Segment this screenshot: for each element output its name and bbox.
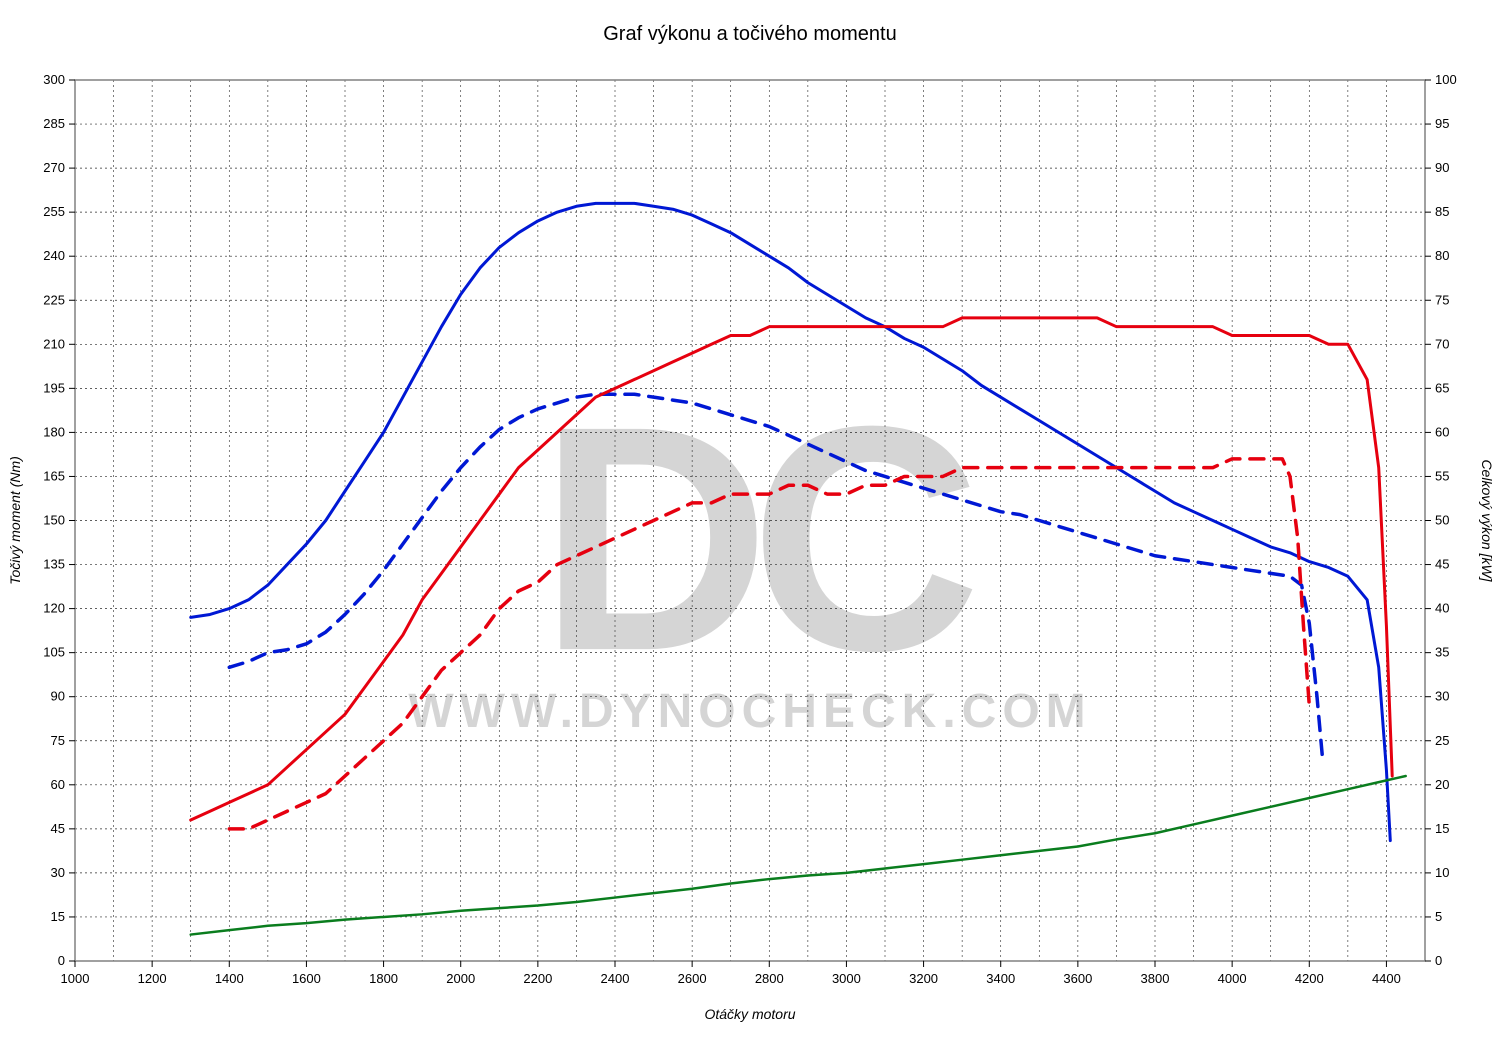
y-right-tick-label: 80 bbox=[1435, 248, 1449, 263]
y-right-tick-label: 50 bbox=[1435, 513, 1449, 528]
y-right-tick-label: 45 bbox=[1435, 557, 1449, 572]
x-tick-label: 2600 bbox=[678, 971, 707, 986]
y-left-tick-label: 120 bbox=[43, 601, 65, 616]
y-left-tick-label: 150 bbox=[43, 513, 65, 528]
y-left-tick-label: 30 bbox=[51, 865, 65, 880]
y-right-tick-label: 10 bbox=[1435, 865, 1449, 880]
y-left-tick-label: 270 bbox=[43, 160, 65, 175]
x-tick-label: 2200 bbox=[523, 971, 552, 986]
y-left-tick-label: 240 bbox=[43, 248, 65, 263]
y-left-tick-label: 135 bbox=[43, 557, 65, 572]
y-left-tick-label: 180 bbox=[43, 424, 65, 439]
y-left-tick-label: 225 bbox=[43, 292, 65, 307]
y-right-tick-label: 0 bbox=[1435, 953, 1442, 968]
watermark-url: WWW.DYNOCHECK.COM bbox=[408, 685, 1091, 738]
y-right-tick-label: 25 bbox=[1435, 733, 1449, 748]
y-left-tick-label: 45 bbox=[51, 821, 65, 836]
x-axis-label: Otáčky motoru bbox=[704, 1006, 795, 1022]
y-right-tick-label: 55 bbox=[1435, 468, 1449, 483]
y-right-tick-label: 95 bbox=[1435, 116, 1449, 131]
x-tick-label: 2400 bbox=[601, 971, 630, 986]
y-right-tick-label: 5 bbox=[1435, 909, 1442, 924]
y-right-tick-label: 35 bbox=[1435, 645, 1449, 660]
y-left-axis-label: Točivý moment (Nm) bbox=[7, 456, 23, 585]
y-left-tick-label: 255 bbox=[43, 204, 65, 219]
x-tick-label: 4400 bbox=[1372, 971, 1401, 986]
y-left-tick-label: 285 bbox=[43, 116, 65, 131]
watermark-logo: DC bbox=[539, 359, 975, 717]
x-tick-label: 1400 bbox=[215, 971, 244, 986]
x-tick-label: 1000 bbox=[61, 971, 90, 986]
x-tick-label: 1600 bbox=[292, 971, 321, 986]
y-right-tick-label: 30 bbox=[1435, 689, 1449, 704]
x-tick-label: 1800 bbox=[369, 971, 398, 986]
y-left-tick-label: 60 bbox=[51, 777, 65, 792]
y-right-axis-label: Celkový výkon [kW] bbox=[1479, 459, 1495, 582]
y-right-tick-label: 70 bbox=[1435, 336, 1449, 351]
y-right-tick-label: 65 bbox=[1435, 380, 1449, 395]
y-left-tick-label: 300 bbox=[43, 72, 65, 87]
x-tick-label: 2000 bbox=[446, 971, 475, 986]
y-left-tick-label: 75 bbox=[51, 733, 65, 748]
x-tick-label: 4200 bbox=[1295, 971, 1324, 986]
y-left-tick-label: 210 bbox=[43, 336, 65, 351]
y-right-tick-label: 90 bbox=[1435, 160, 1449, 175]
y-right-tick-label: 100 bbox=[1435, 72, 1457, 87]
x-tick-label: 3800 bbox=[1141, 971, 1170, 986]
y-right-tick-label: 20 bbox=[1435, 777, 1449, 792]
y-right-tick-label: 60 bbox=[1435, 424, 1449, 439]
y-right-tick-label: 75 bbox=[1435, 292, 1449, 307]
x-tick-label: 4000 bbox=[1218, 971, 1247, 986]
chart-title: Graf výkonu a točivého momentu bbox=[603, 23, 896, 45]
y-right-tick-label: 85 bbox=[1435, 204, 1449, 219]
y-right-tick-label: 40 bbox=[1435, 601, 1449, 616]
x-tick-label: 1200 bbox=[138, 971, 167, 986]
x-tick-label: 3200 bbox=[909, 971, 938, 986]
y-left-tick-label: 105 bbox=[43, 645, 65, 660]
chart-canvas: DCWWW.DYNOCHECK.COM100012001400160018002… bbox=[0, 0, 1500, 1041]
y-left-tick-label: 195 bbox=[43, 380, 65, 395]
x-tick-label: 3600 bbox=[1063, 971, 1092, 986]
y-left-tick-label: 165 bbox=[43, 468, 65, 483]
y-left-tick-label: 90 bbox=[51, 689, 65, 704]
dyno-chart: DCWWW.DYNOCHECK.COM100012001400160018002… bbox=[0, 0, 1500, 1041]
x-tick-label: 2800 bbox=[755, 971, 784, 986]
y-left-tick-label: 0 bbox=[58, 953, 65, 968]
x-tick-label: 3400 bbox=[986, 971, 1015, 986]
y-left-tick-label: 15 bbox=[51, 909, 65, 924]
x-tick-label: 3000 bbox=[832, 971, 861, 986]
y-right-tick-label: 15 bbox=[1435, 821, 1449, 836]
